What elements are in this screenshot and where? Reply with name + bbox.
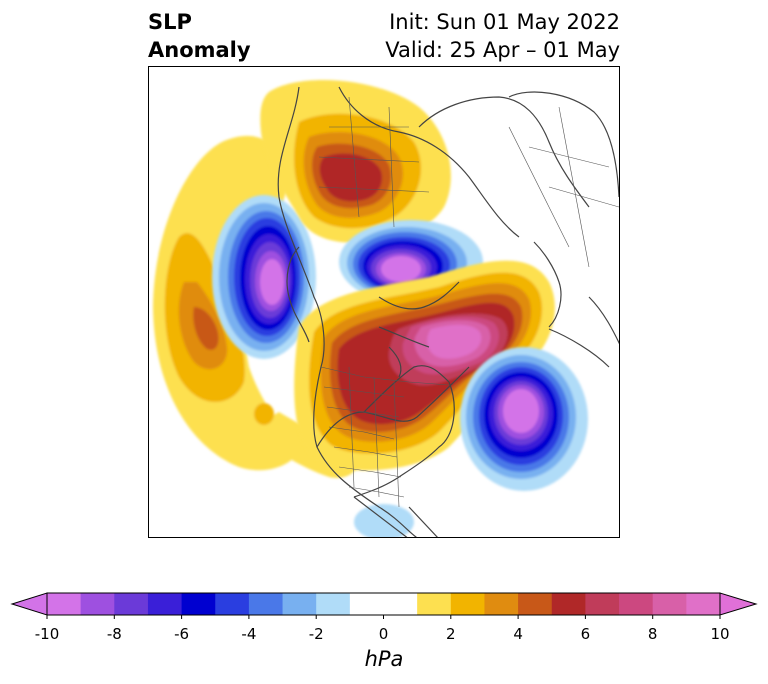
colorbar-bin [316, 593, 351, 615]
colorbar-units: hPa [364, 647, 404, 671]
init-date-label: Init: Sun 01 May 2022 [389, 10, 620, 34]
colorbar-bin [518, 593, 553, 615]
colorbar-bin [585, 593, 620, 615]
colorbar-tick-label: -4 [241, 625, 257, 643]
colorbar-bin [349, 593, 418, 615]
colorbar-tick-label: 8 [647, 625, 658, 643]
colorbar-tick-label: 6 [580, 625, 591, 643]
chart-title-right: Init: Sun 01 May 2022 Valid: 25 Apr – 01… [385, 8, 620, 64]
colorbar-tick-label: -2 [308, 625, 324, 643]
colorbar-extend-high [719, 592, 758, 616]
colorbar-bin [417, 593, 452, 615]
chart-title-left: SLP Anomaly [148, 8, 251, 64]
colorbar-tick-label: 10 [710, 625, 730, 643]
colorbar-scale [10, 592, 758, 619]
colorbar-tick-label: 4 [513, 625, 523, 643]
colorbar-tick-label: 0 [378, 625, 389, 643]
valid-range-label: Valid: 25 Apr – 01 May [385, 38, 620, 62]
colorbar-bin [282, 593, 317, 615]
political-boundaries [318, 96, 619, 508]
colorbar-tick-label: -8 [106, 625, 122, 643]
colorbar-bin [80, 593, 115, 615]
title-variable: SLP [148, 10, 192, 34]
alaska-low-anomaly [212, 195, 316, 359]
title-variable-type: Anomaly [148, 38, 251, 62]
colorbar-bin [686, 593, 721, 615]
atlantic-low-anomaly [354, 347, 588, 537]
colorbar-bin [619, 593, 654, 615]
colorbar-bin [248, 593, 284, 615]
colorbar-bin [652, 593, 687, 615]
colorbar-extend-low [10, 592, 48, 616]
coastlines [277, 86, 619, 537]
colorbar: -10 -8 -6 -4 -2 0 2 4 6 8 10 hPa [0, 585, 768, 684]
colorbar-bin [47, 593, 82, 615]
colorbar-bin [114, 593, 149, 615]
colorbar-bin [551, 593, 586, 615]
colorbar-bin [181, 593, 216, 615]
map-panel [148, 66, 620, 538]
colorbar-bin [147, 593, 183, 615]
colorbar-tick-label: 2 [446, 625, 456, 643]
anomaly-map [153, 80, 619, 537]
colorbar-tick-label: -6 [174, 625, 190, 643]
colorbar-bin [484, 593, 519, 615]
colorbar-tick-label: -10 [34, 625, 60, 643]
colorbar-bin [215, 593, 250, 615]
colorbar-bin [450, 593, 485, 615]
